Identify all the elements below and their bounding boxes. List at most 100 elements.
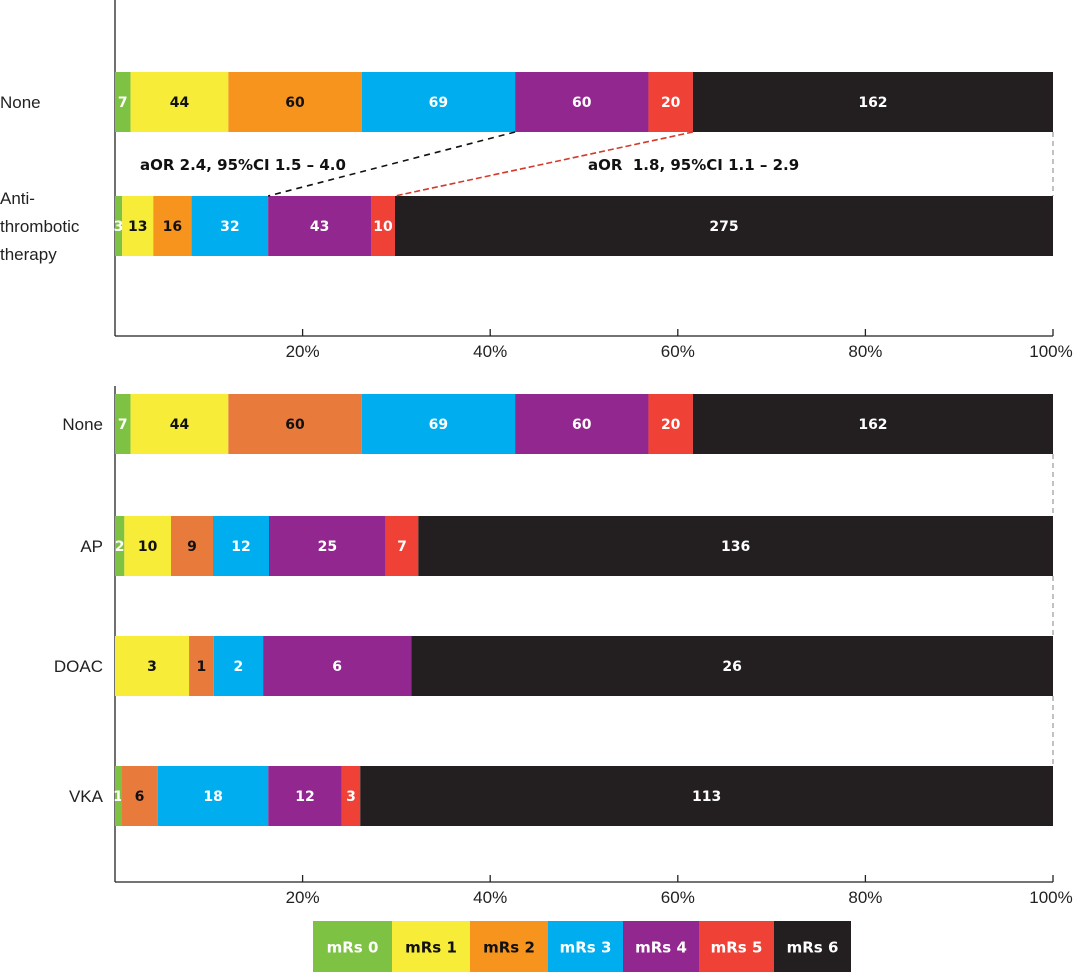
x-tick-label: 40% [473, 888, 507, 907]
bar-segment-mrs6 [692, 72, 1053, 132]
legend-swatch-mrs1 [392, 921, 470, 972]
bar-data-label: 60 [572, 95, 592, 111]
x-tick-label: 100% [1029, 888, 1072, 907]
bar-segment-mrs4 [269, 516, 386, 576]
legend-label: mRs 0 [327, 939, 379, 957]
x-tick-label: 20% [286, 888, 320, 907]
bar-data-label: 9 [187, 539, 197, 555]
x-tick-label: 80% [848, 342, 882, 361]
bar-segment-mrs1 [130, 394, 229, 454]
bar-segment-mrs3 [361, 72, 516, 132]
or-connector-mrs3 [267, 131, 516, 197]
bar-segment-mrs1 [115, 636, 190, 696]
bar-data-label: 10 [138, 539, 158, 555]
bar-data-label: 10 [373, 219, 393, 235]
x-tick-label: 40% [473, 342, 507, 361]
bar-data-label: 12 [295, 789, 314, 805]
bar-data-label: 60 [572, 417, 592, 433]
bar-data-label: 43 [310, 219, 329, 235]
bar-segment-mrs2 [228, 394, 362, 454]
bar-segment-mrs4 [268, 196, 372, 256]
bar-data-label: 7 [118, 417, 128, 433]
bar-segment-mrs5 [648, 72, 693, 132]
x-tick-label: 100% [1029, 342, 1072, 361]
bar-data-label: 162 [858, 95, 887, 111]
bar-data-label: 60 [285, 95, 305, 111]
bar-segment-mrs2 [189, 636, 214, 696]
bar-data-label: 20 [661, 417, 681, 433]
x-tick-label: 60% [661, 888, 695, 907]
bar-segment-mrs6 [418, 516, 1053, 576]
bar-data-label: 44 [170, 417, 190, 433]
bar-data-label: 69 [429, 417, 448, 433]
bar-segment-mrs0 [115, 766, 122, 826]
x-tick-label: 20% [286, 342, 320, 361]
bar-data-label: 26 [722, 659, 741, 675]
panel-top-chart: 20% 40% 60% 80% 100% 7 44 60 69 60 20 162 None 3 13 16 3… [0, 0, 1073, 361]
category-label: Anti- [0, 189, 35, 208]
bar-data-label: 25 [318, 539, 337, 555]
bar-data-label: 2 [115, 539, 125, 555]
bar-data-label: 3 [147, 659, 157, 675]
bar-segment-mrs3 [191, 196, 269, 256]
bar-data-label: 162 [858, 417, 887, 433]
bar-data-label: 275 [709, 219, 738, 235]
legend-label: mRs 5 [711, 939, 763, 957]
category-label: thrombotic [0, 217, 80, 236]
bar-data-label: 16 [163, 219, 182, 235]
bar-segment-mrs3 [157, 766, 269, 826]
bar-data-label: 13 [128, 219, 147, 235]
bar-segment-mrs4 [263, 636, 412, 696]
bar-data-label: 6 [135, 789, 145, 805]
category-label: therapy [0, 245, 57, 264]
bar-segment-mrs2 [153, 196, 192, 256]
bar-segment-mrs6 [411, 636, 1053, 696]
bar-data-label: 136 [721, 539, 750, 555]
bar-segment-mrs4 [515, 394, 649, 454]
bar-data-label: 3 [346, 789, 356, 805]
category-label: DOAC [54, 657, 103, 676]
annotation-aor-1: aOR 2.4, 95%CI 1.5 – 4.0 [140, 156, 346, 174]
bar-data-label: 32 [220, 219, 239, 235]
bar-data-label: 1 [197, 659, 207, 675]
or-connector-mrs5 [394, 131, 694, 197]
bar-segment-mrs0 [115, 394, 131, 454]
category-label: None [62, 415, 103, 434]
bar-data-label: 18 [203, 789, 222, 805]
bar-segment-mrs3 [213, 516, 269, 576]
legend-label: mRs 6 [787, 939, 839, 957]
legend-swatch-mrs3 [548, 921, 623, 972]
bar-segment-mrs3 [213, 636, 264, 696]
bar-data-label: 1 [113, 789, 123, 805]
bar-segment-mrs0 [115, 516, 125, 576]
bar-data-label: 69 [429, 95, 448, 111]
bar-segment-mrs4 [515, 72, 649, 132]
bar-data-label: 113 [692, 789, 721, 805]
legend-swatch-mrs2 [470, 921, 548, 972]
category-label: AP [80, 537, 103, 556]
bar-data-label: 7 [118, 95, 128, 111]
legend-label: mRs 1 [405, 939, 457, 957]
annotation-aor-2: aOR 1.8, 95%CI 1.1 – 2.9 [588, 156, 799, 174]
bar-segment-mrs5 [648, 394, 693, 454]
bar-segment-mrs2 [171, 516, 213, 576]
bar-data-label: 3 [114, 219, 124, 235]
legend-label: mRs 4 [635, 939, 687, 957]
bar-segment-mrs1 [130, 72, 229, 132]
bar-data-label: 7 [397, 539, 407, 555]
x-tick-label: 60% [661, 342, 695, 361]
x-tick-label: 80% [848, 888, 882, 907]
legend-swatch-mrs0 [313, 921, 392, 972]
bar-segment-mrs5 [341, 766, 361, 826]
bar-segment-mrs1 [122, 196, 154, 256]
legend-swatch-mrs6 [774, 921, 851, 972]
legend: mRs 0 mRs 1 mRs 2 mRs 3 mRs 4 mRs 5 mRs 6 [313, 921, 851, 972]
bar-segment-mrs6 [394, 196, 1053, 256]
bar-segment-mrs6 [692, 394, 1053, 454]
bar-segment-mrs1 [124, 516, 171, 576]
bar-data-label: 44 [170, 95, 190, 111]
bar-data-label: 60 [285, 417, 305, 433]
bar-segment-mrs4 [268, 766, 342, 826]
bar-segment-mrs5 [385, 516, 419, 576]
